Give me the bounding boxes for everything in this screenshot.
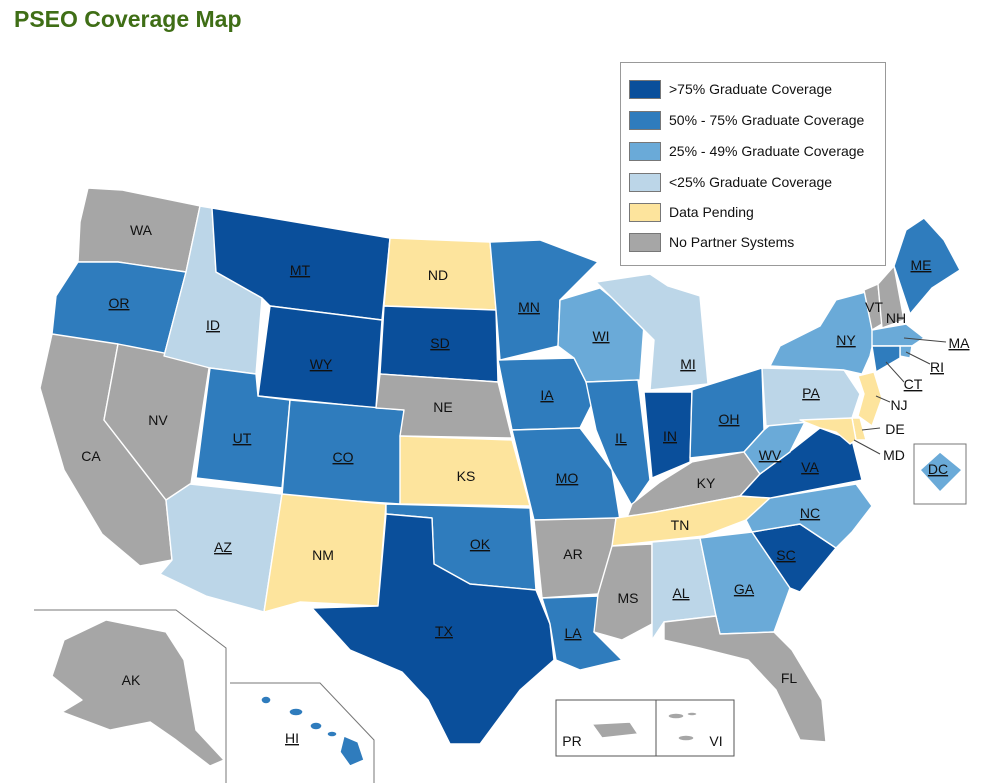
state-HI [260,695,365,767]
label-NY[interactable]: NY [836,332,856,348]
label-AZ[interactable]: AZ [214,539,232,555]
label-AR: AR [563,546,582,562]
label-OR[interactable]: OR [109,295,130,311]
state-TX [311,513,555,745]
legend-swatch [629,232,661,252]
leader-lines [853,337,947,455]
label-NE: NE [433,399,452,415]
label-OK[interactable]: OK [470,536,491,552]
state-PR [591,721,639,739]
label-RI[interactable]: RI [930,359,944,375]
label-IA[interactable]: IA [540,387,554,403]
legend-item-50to75: 50% - 75% Graduate Coverage [629,109,864,131]
state-IA [497,357,597,431]
state-NH [877,265,905,329]
label-AL[interactable]: AL [672,585,689,601]
label-NM: NM [312,547,334,563]
label-SC[interactable]: SC [776,547,795,563]
legend-swatch [629,79,661,99]
legend-label: No Partner Systems [669,234,795,250]
legend-swatch [629,202,661,222]
label-DE: DE [885,421,904,437]
legend-item-gt75: >75% Graduate Coverage [629,78,832,100]
inset-divider-ak [34,609,227,783]
label-AK: AK [122,672,141,688]
label-IL[interactable]: IL [615,430,627,446]
label-MI[interactable]: MI [680,356,696,372]
state-AK [51,619,225,767]
label-NH: NH [886,310,906,326]
label-KS: KS [457,468,476,484]
label-WI[interactable]: WI [592,328,609,344]
label-HI[interactable]: HI [285,730,299,746]
legend-label: >75% Graduate Coverage [669,81,833,97]
state-MI [595,273,709,391]
label-NV: NV [148,412,168,428]
legend: >75% Graduate Coverage 50% - 75% Graduat… [620,62,886,266]
state-FL [663,615,827,743]
pr-vi-inset-box [555,699,735,757]
legend-item-none: No Partner Systems [629,231,794,253]
label-LA[interactable]: LA [564,625,582,641]
state-NM [263,493,387,613]
label-MT[interactable]: MT [290,262,311,278]
label-CO[interactable]: CO [333,449,354,465]
state-MD [799,417,857,445]
state-DC [919,451,963,493]
legend-label: <25% Graduate Coverage [669,174,833,190]
legend-label: Data Pending [669,204,754,220]
label-ND: ND [428,267,448,283]
legend-item-25to49: 25% - 49% Graduate Coverage [629,140,864,162]
label-FL: FL [781,670,798,686]
label-NJ: NJ [890,397,907,413]
label-MD: MD [883,447,905,463]
legend-swatch [629,141,661,161]
legend-swatch [629,172,661,192]
label-TN: TN [671,517,690,533]
state-MA [871,323,925,347]
label-SD[interactable]: SD [430,335,449,351]
label-MA[interactable]: MA [949,335,971,351]
label-DC[interactable]: DC [928,461,948,477]
label-UT[interactable]: UT [233,430,252,446]
label-MS: MS [618,590,639,606]
state-labels: WA OR CA NV ID MT WY UT CO AZ NM ND SD N… [81,222,970,749]
label-GA[interactable]: GA [734,581,755,597]
label-CA: CA [81,448,101,464]
label-KY: KY [697,475,716,491]
inset-divider-hi [230,682,375,783]
legend-item-pending: Data Pending [629,201,754,223]
state-IN [643,391,693,479]
state-NJ [857,371,883,427]
label-NC[interactable]: NC [800,505,820,521]
legend-label: 50% - 75% Graduate Coverage [669,112,865,128]
label-WV[interactable]: WV [759,447,782,463]
label-PR: PR [562,733,581,749]
state-ME [893,217,961,315]
state-NC [745,483,873,549]
map-title: PSEO Coverage Map [14,6,242,32]
state-MO [511,427,621,521]
label-WY[interactable]: WY [310,356,333,372]
label-ID[interactable]: ID [206,317,220,333]
label-VA[interactable]: VA [801,459,819,475]
label-TX[interactable]: TX [435,623,454,639]
legend-label: 25% - 49% Graduate Coverage [669,143,865,159]
legend-swatch [629,110,661,130]
label-MN[interactable]: MN [518,299,540,315]
label-PA[interactable]: PA [802,385,820,401]
label-OH[interactable]: OH [719,411,740,427]
label-MO[interactable]: MO [556,470,579,486]
label-ME[interactable]: ME [911,257,932,273]
label-VI: VI [709,733,722,749]
state-NY [769,291,875,375]
label-WA: WA [130,222,153,238]
label-VT: VT [865,299,883,315]
legend-item-lt25: <25% Graduate Coverage [629,171,832,193]
state-VI [667,711,698,742]
label-IN[interactable]: IN [663,428,677,444]
state-CT [871,345,901,373]
label-CT[interactable]: CT [904,376,923,392]
